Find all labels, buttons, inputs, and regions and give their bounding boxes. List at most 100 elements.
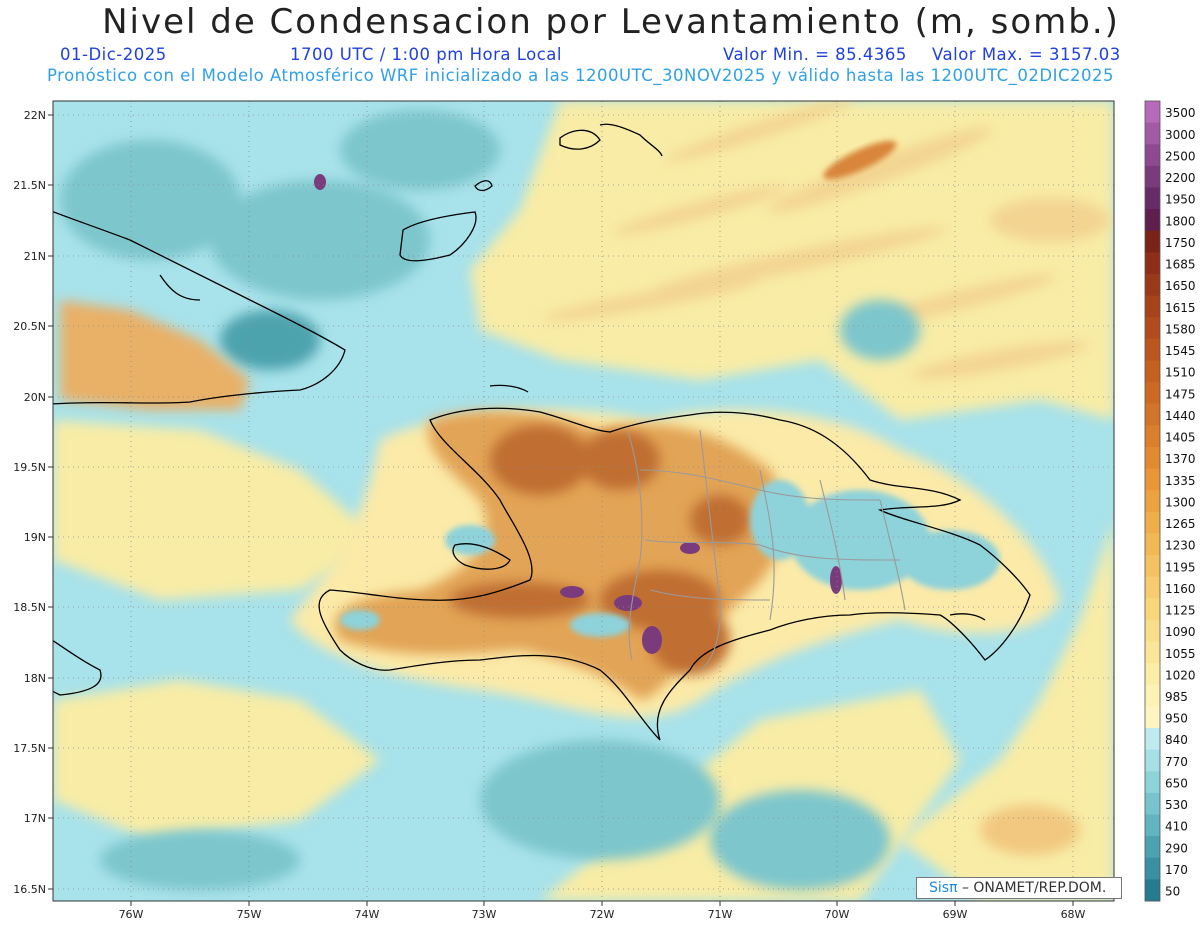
colorbar-swatch bbox=[1145, 879, 1160, 902]
colorbar-label: 1510 bbox=[1165, 366, 1196, 380]
colorbar-label: 1090 bbox=[1165, 625, 1196, 639]
jamaica-east bbox=[53, 639, 102, 696]
cuba-coast bbox=[53, 211, 346, 405]
caicos bbox=[474, 180, 493, 192]
colorbar-label: 1020 bbox=[1165, 668, 1196, 682]
colorbar-label: 1195 bbox=[1165, 560, 1196, 574]
tortuga bbox=[489, 384, 529, 393]
lat-label: 18N bbox=[24, 672, 46, 685]
lat-label: 20N bbox=[24, 391, 46, 404]
southwest-pale-zone bbox=[53, 680, 380, 840]
colorbar-swatch bbox=[1145, 511, 1160, 534]
colorbar-swatch bbox=[1145, 446, 1160, 470]
lon-label: 70W bbox=[825, 908, 850, 921]
forecast-time: 1700 UTC / 1:00 pm Hora Local bbox=[290, 45, 562, 64]
min-value: Valor Min. = 85.4365 bbox=[723, 45, 907, 64]
lat-label: 17N bbox=[24, 812, 46, 825]
colorbar-swatch bbox=[1145, 598, 1160, 621]
colorbar-label: 1125 bbox=[1165, 604, 1196, 618]
colorbar-swatch bbox=[1145, 230, 1160, 253]
colorbar-swatch bbox=[1145, 576, 1160, 599]
colorbar-swatch bbox=[1145, 122, 1160, 145]
mayaguana bbox=[599, 123, 663, 157]
colorbar-swatch bbox=[1145, 338, 1160, 361]
colorbar-swatch bbox=[1145, 641, 1160, 664]
cuba-bay bbox=[159, 274, 201, 301]
forecast-date: 01-Dic-2025 bbox=[60, 45, 167, 64]
colorbar-label: 1160 bbox=[1165, 582, 1196, 596]
colorbar-label: 410 bbox=[1165, 820, 1188, 834]
lon-label: 69W bbox=[943, 908, 968, 921]
colorbar-swatch bbox=[1145, 468, 1160, 491]
colorbar-swatch bbox=[1145, 317, 1160, 340]
colorbar-label: 1440 bbox=[1165, 409, 1196, 423]
lat-axis: 22N 21.5N 21N 20.5N 20N 19.5N 19N 18.5N 18N 17.5N… bbox=[13, 109, 53, 896]
colorbar-swatch bbox=[1145, 252, 1160, 275]
lon-label: 74W bbox=[355, 908, 380, 921]
colorbar-label: 985 bbox=[1165, 690, 1188, 704]
lat-label: 17.5N bbox=[13, 742, 46, 755]
lon-axis: 76W 75W 74W 73W 72W 71W 70W 69W 68W bbox=[119, 901, 1086, 921]
lon-label: 75W bbox=[237, 908, 262, 921]
west-pale-zone bbox=[53, 420, 380, 600]
colorbar-label: 3500 bbox=[1165, 106, 1196, 120]
colorbar-label: 170 bbox=[1165, 863, 1188, 877]
colorbar-label: 1230 bbox=[1165, 539, 1196, 553]
colorbar-label: 650 bbox=[1165, 776, 1188, 790]
colorbar-swatch bbox=[1145, 144, 1160, 167]
lon-label: 72W bbox=[590, 908, 615, 921]
colorbar-swatch bbox=[1145, 684, 1160, 707]
colorbar-swatch bbox=[1145, 857, 1160, 880]
colorbar-swatch bbox=[1145, 836, 1160, 859]
colorbar-label: 1405 bbox=[1165, 431, 1196, 445]
gonave-island bbox=[452, 543, 511, 570]
lat-label: 22N bbox=[24, 109, 46, 122]
colorbar-swatch bbox=[1145, 273, 1160, 297]
saona bbox=[949, 613, 986, 621]
colorbar-label: 1615 bbox=[1165, 301, 1196, 315]
colorbar-label: 1545 bbox=[1165, 344, 1196, 358]
colorbar-label: 1265 bbox=[1165, 517, 1196, 531]
hispaniola-coast bbox=[318, 407, 1031, 741]
hispaniola-purple-zones bbox=[314, 174, 842, 654]
lon-label: 68W bbox=[1061, 908, 1086, 921]
coastlines bbox=[53, 123, 1031, 741]
cuba-dark-zone bbox=[220, 310, 320, 370]
credit-box: Sisπ – ONAMET/REP.DOM. bbox=[916, 877, 1122, 899]
southeast-orange-spot bbox=[980, 805, 1080, 855]
northeast-orange-spot bbox=[823, 140, 897, 180]
colorbar-frame bbox=[1144, 100, 1161, 902]
colorbar-label: 770 bbox=[1165, 755, 1188, 769]
hispaniola-blue-zones bbox=[340, 480, 1000, 637]
sispi-logo: Sisπ bbox=[929, 880, 958, 896]
lat-label: 19N bbox=[24, 531, 46, 544]
colorbar-label: 1685 bbox=[1165, 258, 1196, 272]
colorbar-swatch bbox=[1145, 555, 1160, 578]
colorbar-label: 950 bbox=[1165, 712, 1188, 726]
colorbar-label: 1055 bbox=[1165, 647, 1196, 661]
colorbar-swatch bbox=[1145, 771, 1160, 794]
colorbar-label: 290 bbox=[1165, 841, 1188, 855]
lat-label: 16.5N bbox=[13, 883, 46, 896]
colorbar-swatch bbox=[1145, 209, 1160, 232]
lon-label: 71W bbox=[708, 908, 733, 921]
colorbar-swatch bbox=[1145, 663, 1160, 686]
colorbar-label: 1580 bbox=[1165, 322, 1196, 336]
colorbar-swatch bbox=[1145, 619, 1160, 643]
colorbar-swatch bbox=[1145, 101, 1160, 124]
colorbar-swatch bbox=[1145, 533, 1160, 556]
great-inagua bbox=[399, 211, 477, 262]
lat-label: 20.5N bbox=[13, 320, 46, 333]
colorbar-swatch bbox=[1145, 360, 1160, 383]
colorbar: 3500 3000 2500 2200 1950 1800 1750 1685 1650 1615… bbox=[1144, 100, 1196, 902]
map-title: Nivel de Condensacion por Levantamiento … bbox=[102, 2, 1120, 42]
colorbar-label: 3000 bbox=[1165, 128, 1196, 142]
colorbar-swatch bbox=[1145, 792, 1160, 816]
cuba-orange-zone bbox=[60, 300, 250, 410]
colorbar-label: 1475 bbox=[1165, 387, 1196, 401]
colorbar-label: 1335 bbox=[1165, 474, 1196, 488]
colorbar-label: 840 bbox=[1165, 733, 1188, 747]
max-value: Valor Max. = 3157.03 bbox=[932, 45, 1121, 64]
colorbar-swatch bbox=[1145, 490, 1160, 513]
